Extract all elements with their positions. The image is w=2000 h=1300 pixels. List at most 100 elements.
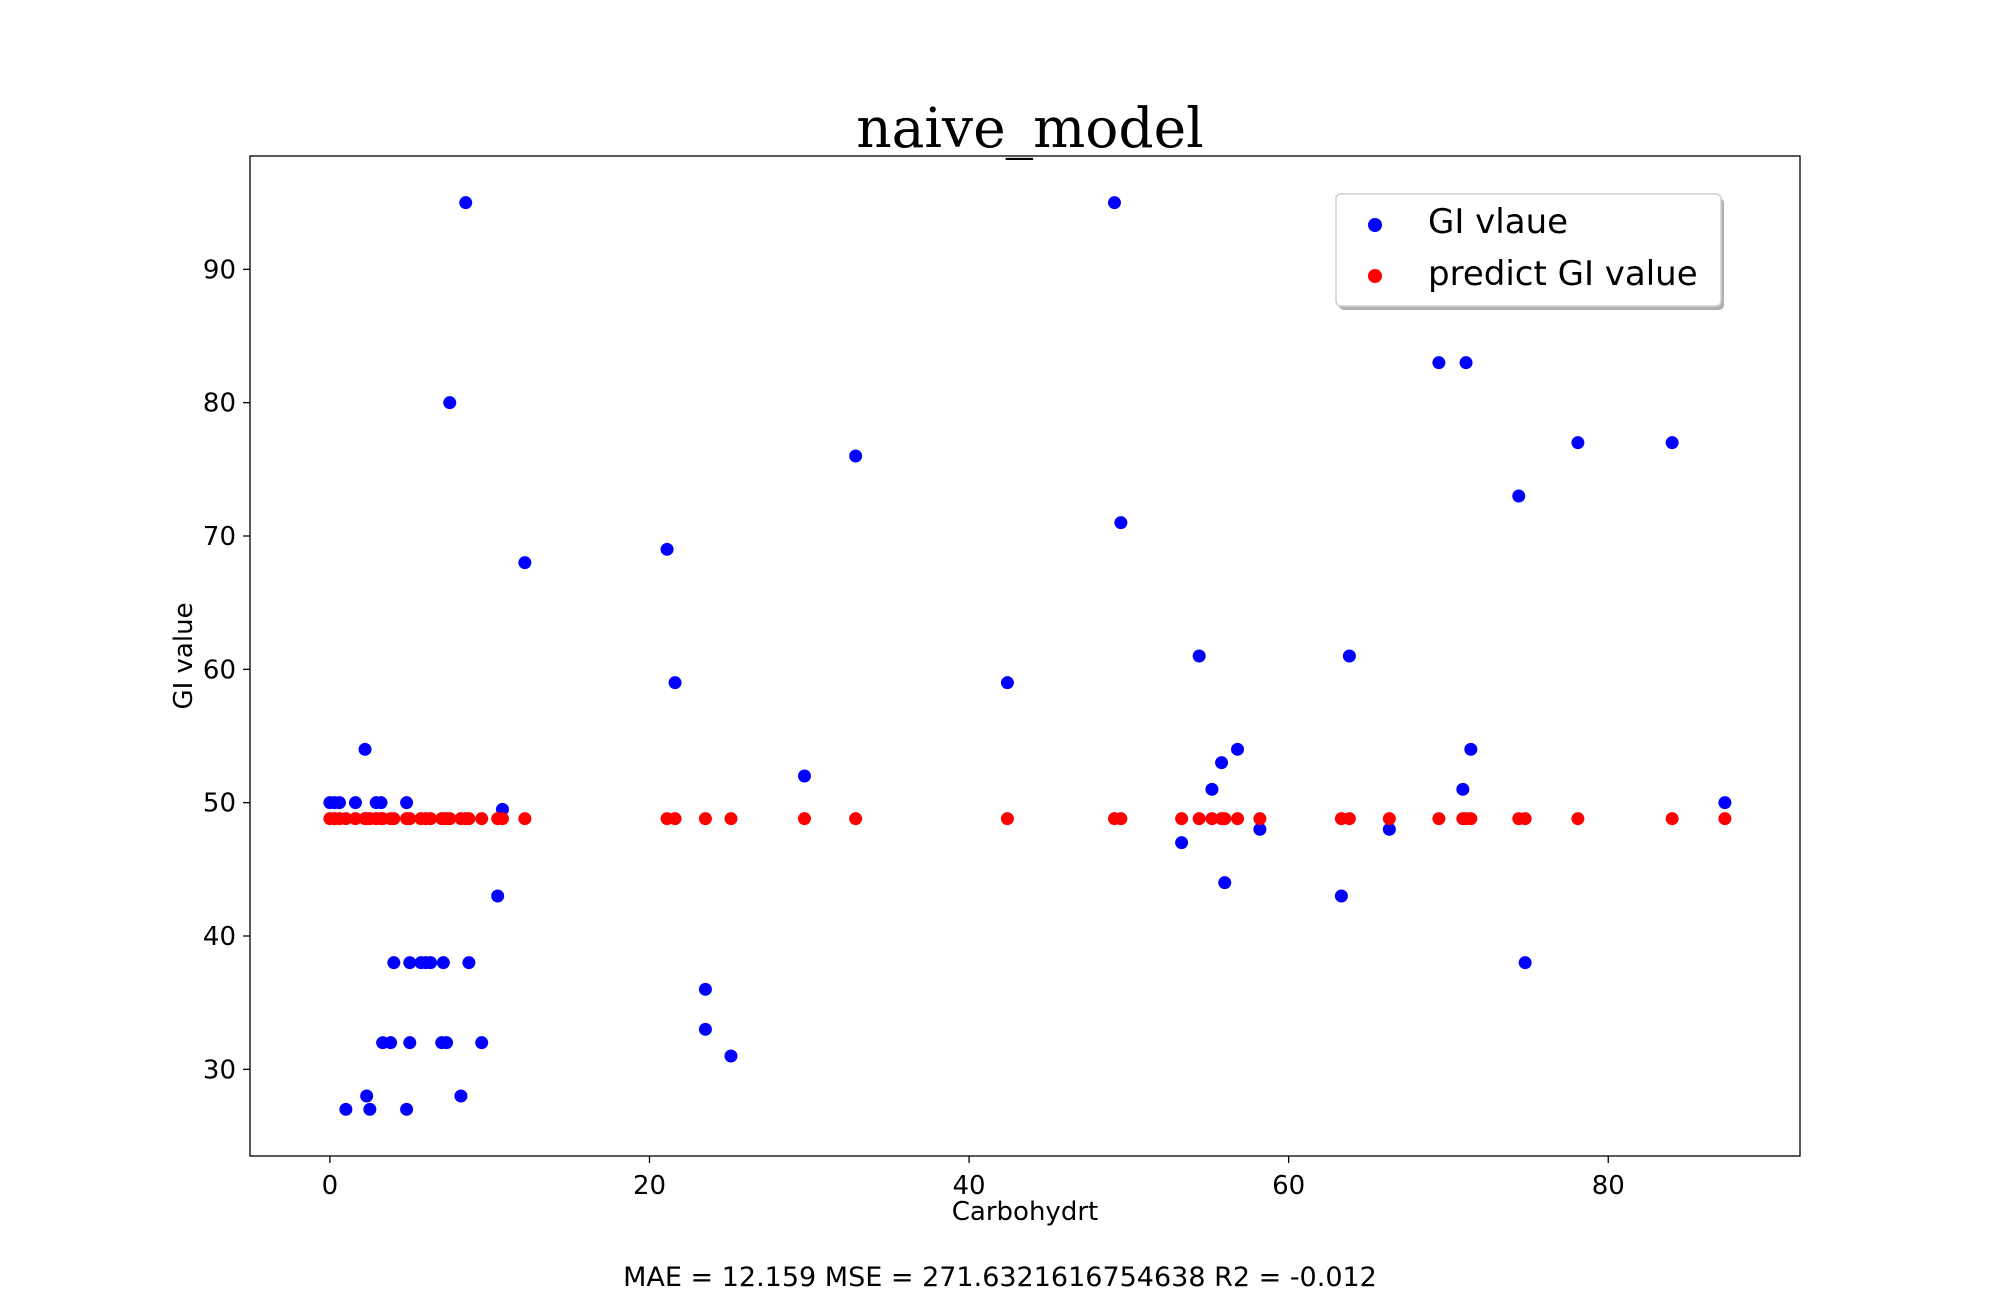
gi-value-point <box>1459 356 1473 370</box>
gi-value-point <box>1231 742 1245 756</box>
predict-gi-value-point <box>668 812 682 826</box>
gi-value-point <box>424 956 438 970</box>
x-tick-label: 60 <box>1272 1171 1305 1201</box>
chart-title: naive_model <box>856 96 1204 160</box>
gi-value-point <box>454 1089 468 1103</box>
legend-label-gi-value: GI vlaue <box>1428 202 1568 242</box>
y-tick-label: 70 <box>203 522 236 552</box>
gi-value-point <box>387 956 401 970</box>
predict-gi-value-point <box>1342 812 1356 826</box>
gi-value-point <box>1107 196 1121 210</box>
predict-gi-value-point <box>518 812 532 826</box>
gi-value-point <box>1518 956 1532 970</box>
y-tick-label: 60 <box>203 655 236 685</box>
gi-value-point <box>339 1102 353 1116</box>
gi-value-point <box>1665 436 1679 450</box>
gi-value-point <box>1218 876 1232 890</box>
gi-value-point <box>1175 836 1189 850</box>
predict-gi-value-point <box>1192 812 1206 826</box>
predict-gi-value-point <box>1432 812 1446 826</box>
predict-gi-value-point <box>443 812 457 826</box>
gi-value-point <box>1456 782 1470 796</box>
gi-value-point <box>360 1089 374 1103</box>
plot-area <box>249 155 1801 1157</box>
x-tick-label: 40 <box>953 1171 986 1201</box>
gi-value-point <box>475 1036 489 1050</box>
gi-value-point <box>668 676 682 690</box>
gi-value-point <box>1382 822 1396 836</box>
gi-value-point <box>698 982 712 996</box>
gi-value-point <box>698 1022 712 1036</box>
gi-value-point <box>332 796 346 810</box>
gi-value-point <box>1000 676 1014 690</box>
gi-value-point <box>384 1036 398 1050</box>
legend-marker-gi-value <box>1368 218 1382 232</box>
predict-gi-value-point <box>1231 812 1245 826</box>
gi-value-point <box>518 556 532 570</box>
predict-gi-value-point <box>1000 812 1014 826</box>
gi-value-point <box>1342 649 1356 663</box>
legend-marker-predict-gi-value <box>1368 269 1382 283</box>
predict-gi-value-point <box>849 812 863 826</box>
y-axis: 30 40 50 60 70 80 90 <box>203 255 250 1085</box>
x-tick-label: 0 <box>322 1171 339 1201</box>
gi-value-point <box>403 956 417 970</box>
gi-value-point <box>1215 756 1229 770</box>
gi-value-point <box>1512 489 1526 503</box>
x-axis-label: Carbohydrt <box>952 1197 1098 1227</box>
y-tick-label: 40 <box>203 922 236 952</box>
predict-gi-value-point <box>724 812 738 826</box>
predict-gi-value-point <box>1718 812 1732 826</box>
gi-value-point <box>1192 649 1206 663</box>
gi-value-point <box>1432 356 1446 370</box>
gi-value-point <box>462 956 476 970</box>
gi-value-point <box>660 542 674 556</box>
gi-value-point <box>403 1036 417 1050</box>
gi-value-point <box>443 396 457 410</box>
predict-gi-value-point <box>1464 812 1478 826</box>
gi-value-point <box>724 1049 738 1063</box>
y-tick-label: 90 <box>203 255 236 285</box>
predict-gi-value-point <box>1114 812 1128 826</box>
predict-gi-value-point <box>1571 812 1585 826</box>
gi-value-point <box>1718 796 1732 810</box>
legend: GI vlaue predict GI value <box>1335 193 1724 310</box>
gi-value-point <box>436 956 450 970</box>
data-points <box>323 196 1732 1116</box>
legend-label-predict-gi-value: predict GI value <box>1428 254 1698 294</box>
predict-gi-value-point <box>1218 812 1232 826</box>
gi-value-point <box>358 742 372 756</box>
y-axis-label: GI value <box>169 602 199 709</box>
y-tick-label: 50 <box>203 789 236 819</box>
gi-value-point <box>1334 889 1348 903</box>
predict-gi-value-point <box>1253 812 1267 826</box>
predict-gi-value-point <box>698 812 712 826</box>
gi-value-point <box>1205 782 1219 796</box>
x-axis: 0 20 40 60 80 <box>322 1156 1625 1201</box>
predict-gi-value-point <box>348 812 362 826</box>
predict-gi-value-point <box>462 812 476 826</box>
predict-gi-value-point <box>1382 812 1396 826</box>
predict-gi-value-point <box>475 812 489 826</box>
y-tick-label: 80 <box>203 389 236 419</box>
predict-gi-value-point <box>403 812 417 826</box>
gi-value-point <box>1464 742 1478 756</box>
gi-value-point <box>363 1102 377 1116</box>
gi-value-point <box>1253 822 1267 836</box>
y-tick-label: 30 <box>203 1055 236 1085</box>
gi-value-point <box>348 796 362 810</box>
gi-value-point <box>797 769 811 783</box>
predict-gi-value-point <box>797 812 811 826</box>
predict-gi-value-point <box>1175 812 1189 826</box>
gi-value-point <box>491 889 505 903</box>
predict-gi-value-point <box>339 812 353 826</box>
predict-gi-value-point <box>1518 812 1532 826</box>
gi-value-point <box>849 449 863 463</box>
x-tick-label: 20 <box>633 1171 666 1201</box>
predict-gi-value-point <box>1665 812 1679 826</box>
gi-value-point <box>1571 436 1585 450</box>
metrics-footer: MAE = 12.159 MSE = 271.6321616754638 R2 … <box>623 1262 1377 1293</box>
legend-box <box>1335 193 1722 307</box>
gi-value-point <box>1114 516 1128 530</box>
